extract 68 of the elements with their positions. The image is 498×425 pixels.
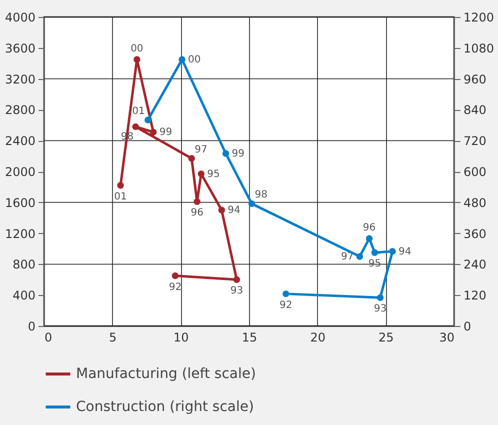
annotation: 93	[374, 304, 387, 315]
point	[233, 276, 240, 283]
annotation: 00	[130, 43, 144, 54]
annotation: 97	[194, 144, 208, 156]
y-tick-label: 2400	[4, 134, 36, 148]
point	[218, 206, 226, 214]
point	[371, 249, 378, 256]
x-tick-label: 10	[174, 330, 189, 344]
point	[132, 123, 139, 130]
y2-tick-label: 720	[464, 134, 486, 148]
annotation: 01	[132, 106, 145, 117]
annotation: 95	[207, 168, 220, 180]
annotation: 98	[254, 190, 268, 201]
point	[356, 253, 364, 260]
y-tick-label: 400	[12, 288, 36, 303]
point	[198, 170, 205, 178]
point	[282, 290, 290, 298]
y-tick-label: 2800	[4, 103, 36, 118]
y2-tick-label: 480	[464, 196, 486, 210]
annotation: 94	[228, 205, 240, 216]
point	[117, 182, 124, 189]
y-tick-label: 1600	[4, 196, 36, 210]
y2-tick-label: 600	[464, 165, 486, 179]
point	[178, 56, 186, 63]
point	[134, 56, 140, 63]
point	[366, 235, 373, 242]
point	[188, 155, 195, 162]
y2-tick-label: 1200	[464, 10, 494, 24]
y-tick-label: 3600	[4, 41, 36, 56]
annotation: 99	[159, 127, 172, 138]
point	[150, 128, 157, 136]
annotation: 92	[280, 300, 292, 311]
y-tick-label: 1200	[4, 226, 36, 241]
y-tick-label: 3200	[4, 72, 36, 86]
annotation: 01	[114, 191, 127, 202]
legend-label: Manufacturing (left scale)	[76, 366, 256, 382]
annotation: 99	[232, 148, 244, 160]
annotation: 96	[362, 222, 376, 234]
point	[172, 272, 179, 280]
x-tick-label: 30	[439, 330, 454, 344]
y2-tick-label: 120	[464, 288, 486, 303]
x-tick-label: 25	[378, 330, 394, 344]
point	[222, 150, 230, 157]
point	[376, 294, 384, 302]
y-tick-label: 800	[12, 258, 36, 272]
point	[144, 116, 152, 124]
y2-tick-label: 1080	[464, 41, 494, 56]
y2-tick-label: 240	[464, 258, 486, 272]
x-tick-label: 5	[109, 330, 117, 344]
y2-tick-label: 0	[464, 320, 472, 334]
annotation: 94	[398, 246, 412, 258]
y-tick-label: 0	[28, 320, 36, 334]
y2-tick-label: 360	[464, 226, 486, 241]
x-tick-label: 15	[242, 330, 258, 344]
annotation: 92	[168, 282, 182, 293]
point	[194, 198, 200, 205]
annotation: 93	[230, 286, 244, 297]
legend-label: Construction (right scale)	[76, 399, 254, 415]
point	[248, 200, 256, 208]
point	[389, 248, 396, 255]
y2-tick-label: 840	[464, 103, 486, 118]
annotation: 00	[188, 54, 201, 66]
annotation: 96	[190, 208, 204, 219]
y-tick-label: 4000	[4, 10, 36, 24]
y-tick-label: 2000	[4, 165, 36, 179]
x-tick-label: 0	[44, 330, 52, 344]
x-tick-label: 20	[310, 330, 326, 344]
y2-tick-label: 960	[464, 72, 486, 86]
